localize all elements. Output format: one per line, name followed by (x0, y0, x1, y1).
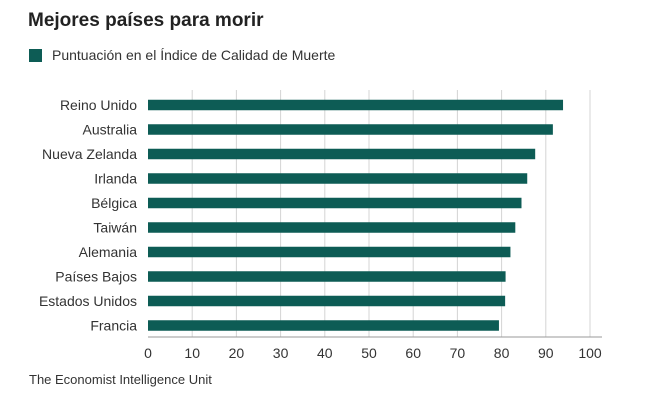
legend-swatch (29, 48, 42, 62)
bar (148, 320, 499, 331)
bar (148, 197, 522, 209)
category-label: Estados Unidos (39, 293, 137, 309)
bar (148, 124, 553, 135)
chart-title: Mejores países para morir (28, 10, 264, 31)
bar (148, 99, 564, 111)
bar (148, 295, 506, 307)
x-tick-label: 100 (578, 345, 602, 361)
source-note: The Economist Intelligence Unit (29, 372, 212, 387)
x-tick-label: 90 (538, 345, 554, 361)
category-label: Países Bajos (55, 269, 137, 285)
x-tick-label: 30 (273, 345, 289, 361)
category-label: Taiwán (93, 220, 137, 236)
x-tick-label: 80 (494, 345, 510, 361)
bar (148, 271, 506, 282)
category-label: Reino Unido (60, 97, 137, 113)
category-label: Nueva Zelanda (42, 146, 137, 162)
category-label: Irlanda (94, 171, 137, 187)
category-label: Australia (83, 122, 138, 138)
category-label: Bélgica (91, 195, 137, 211)
bar (148, 173, 528, 184)
x-tick-labels: 0 10 20 30 40 50 60 70 80 90 100 (144, 345, 602, 361)
bar (148, 246, 511, 258)
bar (148, 148, 536, 160)
bar (148, 222, 516, 233)
x-tick-label: 60 (405, 345, 421, 361)
category-labels: Reino Unido Australia Nueva Zelanda Irlanda… (39, 97, 137, 334)
x-tick-label: 20 (229, 345, 245, 361)
x-tick-label: 70 (450, 345, 466, 361)
chart-legend: Puntuación en el Índice de Calidad de Mu… (29, 47, 335, 63)
x-tick-label: 10 (184, 345, 200, 361)
legend-label: Puntuación en el Índice de Calidad de Mu… (52, 47, 336, 63)
x-tick-label: 0 (144, 345, 152, 361)
category-label: Alemania (79, 244, 138, 260)
x-tick-label: 40 (317, 345, 333, 361)
x-tick-label: 50 (361, 345, 377, 361)
category-label: Francia (90, 318, 137, 334)
bars (148, 99, 564, 331)
